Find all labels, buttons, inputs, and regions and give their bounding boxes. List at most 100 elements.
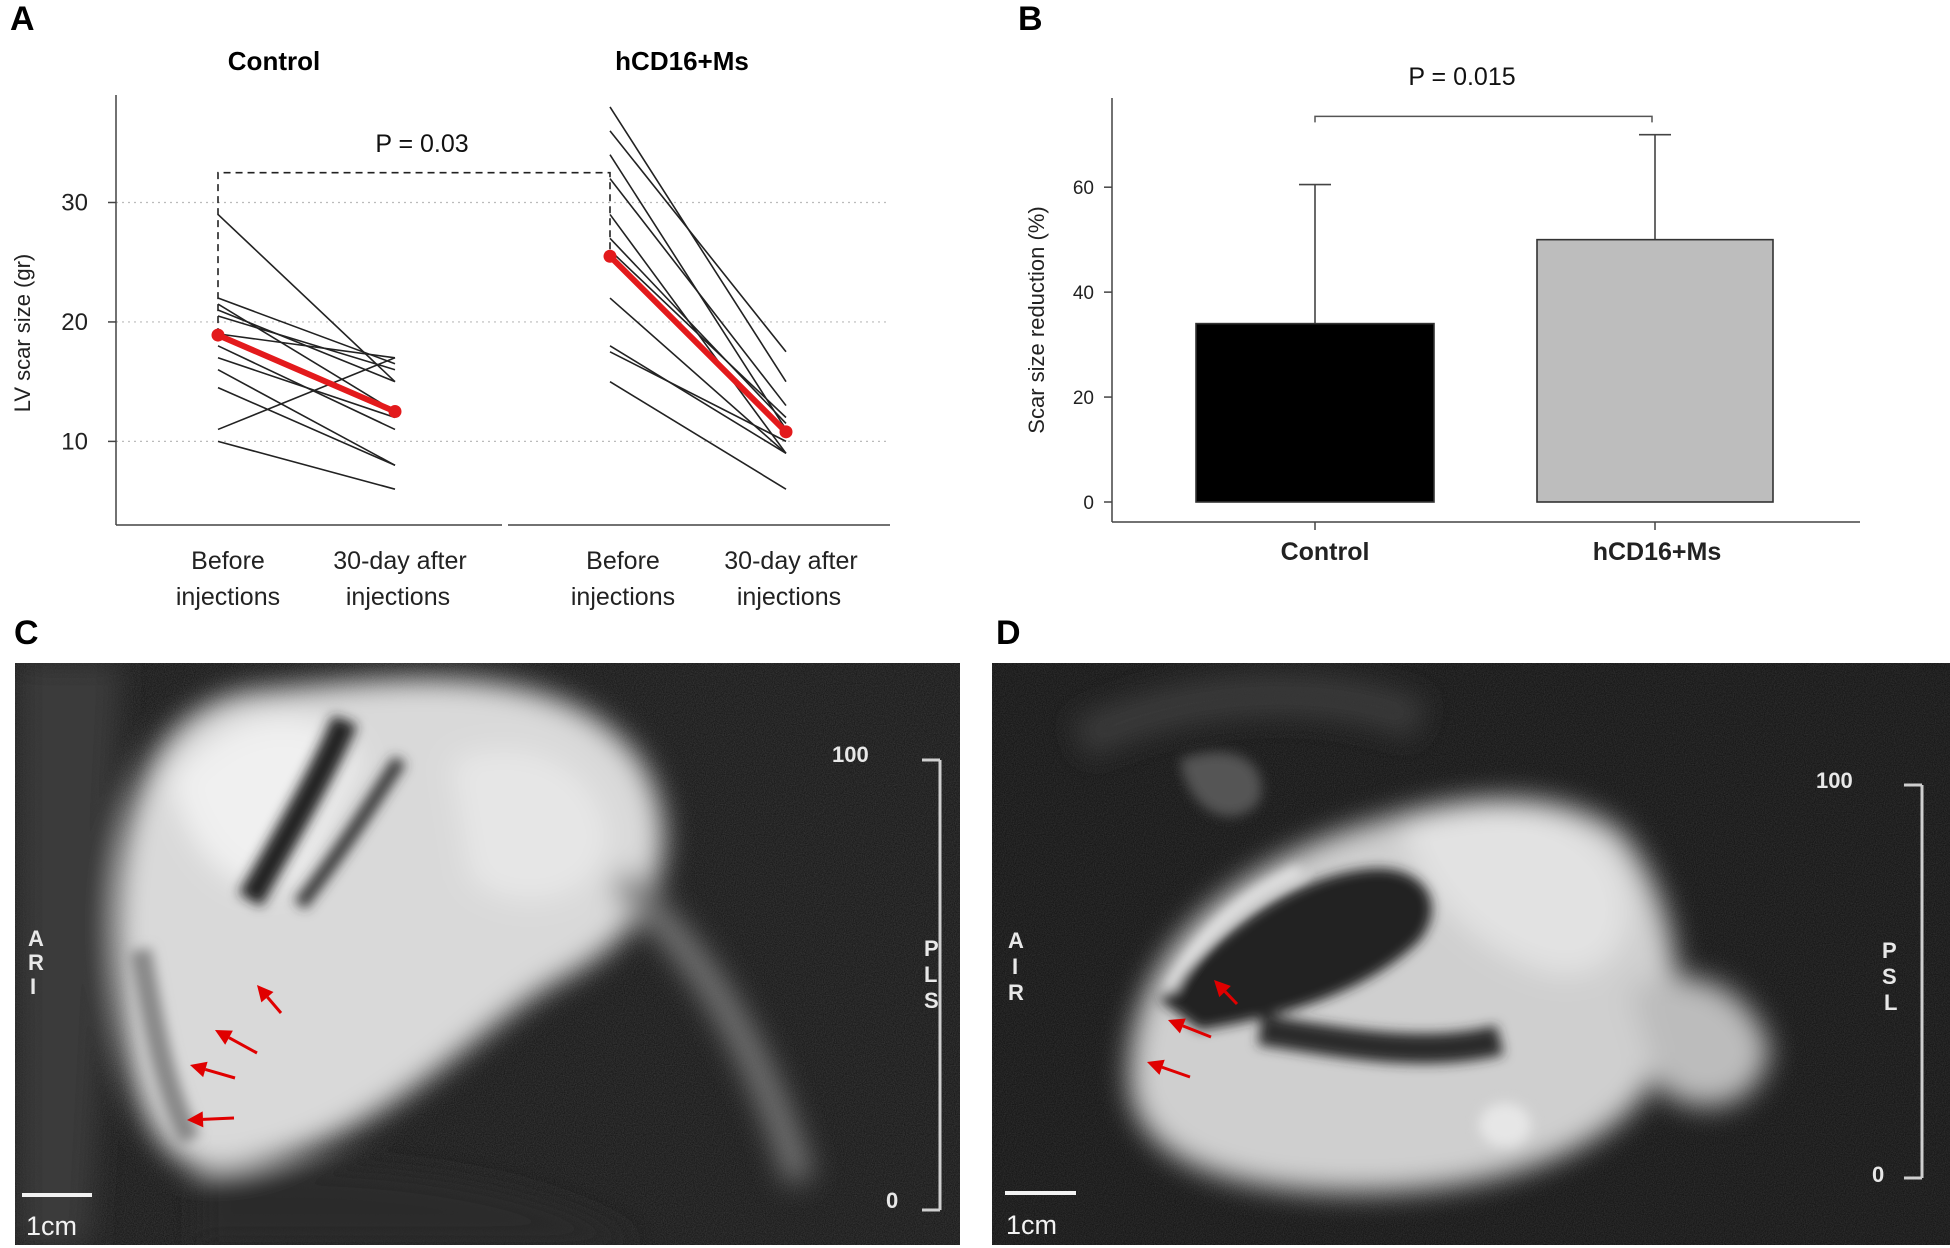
y-tick-label-20: 20	[61, 309, 88, 336]
chart-a-pvalue-bracket	[217, 171, 611, 336]
scale-max-c: 100	[832, 742, 869, 767]
y-tick-label-b-0: 0	[1083, 493, 1094, 514]
y-tick-label-b-60: 60	[1073, 178, 1094, 199]
arrow-d-shaft-1	[1223, 990, 1239, 1006]
chart-a-subject-lines	[217, 106, 787, 490]
mean-point-before-1	[211, 328, 225, 342]
orientation-left-c-3: I	[30, 974, 36, 999]
x-tick-control-before-line2: injections	[176, 583, 280, 611]
chart-b-category-control: Control	[1281, 538, 1370, 566]
arrow-c-3	[190, 1061, 236, 1080]
panel-a: A Control hCD16+Ms 10 20 30 LV scar size (…	[10, 0, 890, 611]
subject-line-2-11	[609, 380, 787, 490]
panel-b-letter: B	[1018, 0, 1043, 38]
x-tick-control-after-line2: injections	[346, 583, 450, 611]
bar-2	[1536, 238, 1774, 503]
subject-line-1-10	[217, 386, 396, 467]
y-tick-label-b-40: 40	[1073, 283, 1094, 304]
mri-image-c: 100 0 A R I P L S 1cm	[15, 663, 960, 1245]
chart-a-y-ticks: 10 20 30	[61, 190, 116, 455]
scale-bar-label-c: 1cm	[26, 1211, 77, 1241]
orientation-right-c-3: S	[924, 988, 939, 1013]
mri-image-d: 100 0 A I R P S L 1cm	[992, 663, 1950, 1245]
orientation-right-d-3: L	[1884, 990, 1897, 1015]
pvalue-bracket-line	[217, 171, 611, 336]
panel-d-letter: D	[996, 614, 1021, 652]
chart-a-y-axis-title: LV scar size (gr)	[10, 254, 35, 413]
arrow-d-head-2	[1168, 1018, 1186, 1034]
arrow-d-2	[1168, 1018, 1212, 1039]
subject-line-1-6	[217, 333, 396, 359]
y-tick-label-30: 30	[61, 190, 88, 217]
panel-b: B 0 20 40 60 Scar size reduction (%) Contro…	[1018, 0, 1860, 566]
scale-max-d: 100	[1816, 768, 1853, 793]
subject-line-2-8	[609, 297, 787, 454]
subject-line-1-11	[217, 357, 396, 431]
chart-b-bars	[1195, 133, 1774, 530]
y-tick-label-b-20: 20	[1073, 388, 1094, 409]
arrows-c	[187, 985, 283, 1128]
arrows-d	[1147, 980, 1239, 1079]
mean-line-1	[215, 332, 398, 415]
subject-line-1-5	[217, 315, 396, 371]
chart-a-mean-lines	[211, 249, 793, 439]
subject-line-2-7	[609, 249, 787, 419]
arrow-c-4	[187, 1111, 235, 1128]
arrow-c-shaft-3	[204, 1067, 236, 1080]
orientation-right-d-1: P	[1882, 938, 1897, 963]
arrow-c-shaft-4	[202, 1116, 235, 1121]
intensity-scale-c	[922, 758, 942, 1212]
subject-line-1-1	[217, 213, 396, 383]
orientation-left-c-2: R	[28, 950, 44, 975]
mean-point-after-2	[779, 425, 793, 439]
arrow-c-1	[257, 985, 283, 1014]
arrow-d-head-3	[1147, 1059, 1165, 1075]
orientation-left-d-2: I	[1012, 954, 1018, 979]
panel-c-letter: C	[14, 614, 39, 652]
x-tick-hcd16-before-line2: injections	[571, 583, 675, 611]
arrow-d-shaft-3	[1161, 1065, 1191, 1079]
chart-b-y-ticks: 0 20 40 60	[1073, 178, 1112, 514]
chart-b-y-axis-title: Scar size reduction (%)	[1024, 206, 1049, 433]
orientation-right-c-1: P	[924, 936, 939, 961]
chart-b-pvalue: P = 0.015	[1408, 63, 1515, 91]
panel-d: D 100 0	[992, 614, 1950, 1245]
subject-line-2-10	[609, 351, 787, 443]
chart-b-pvalue-bracket	[1314, 115, 1653, 123]
subject-line-1-8	[217, 357, 396, 419]
arrow-c-shaft-1	[266, 996, 283, 1014]
group-title-control: Control	[228, 46, 320, 76]
chart-a-pvalue: P = 0.03	[375, 130, 468, 158]
subject-line-2-6	[609, 237, 787, 425]
chart-b-category-hcd16: hCD16+Ms	[1593, 538, 1722, 566]
arrow-d-head-1	[1214, 980, 1231, 998]
arrow-c-2	[215, 1030, 258, 1055]
mean-point-before-2	[603, 249, 617, 263]
x-tick-hcd16-after-line2: injections	[737, 583, 841, 611]
subject-line-2-9	[609, 345, 787, 455]
panel-a-letter: A	[10, 0, 35, 38]
pvalue-bracket-b	[1314, 115, 1653, 123]
arrow-c-head-3	[190, 1061, 208, 1078]
subject-line-1-2	[217, 297, 396, 365]
orientation-left-d-3: R	[1008, 980, 1024, 1005]
arrow-d-1	[1214, 980, 1239, 1006]
scale-min-c: 0	[886, 1188, 898, 1213]
x-tick-hcd16-before-line1: Before	[586, 547, 660, 575]
orientation-right-c-2: L	[924, 962, 937, 987]
bar-1	[1195, 322, 1435, 503]
arrow-c-head-2	[215, 1030, 233, 1045]
mean-point-after-1	[388, 405, 402, 419]
orientation-right-d-2: S	[1882, 964, 1897, 989]
x-tick-hcd16-after-line1: 30-day after	[724, 547, 857, 575]
y-tick-label-10: 10	[61, 428, 88, 455]
arrow-d-shaft-2	[1182, 1024, 1212, 1039]
orientation-left-c-1: A	[28, 926, 44, 951]
arrow-c-head-4	[187, 1111, 204, 1128]
intensity-scale-d	[1904, 783, 1924, 1180]
subject-line-2-1	[609, 106, 787, 383]
subject-line-1-9	[217, 369, 396, 466]
group-title-hcd16: hCD16+Ms	[615, 46, 749, 76]
subject-line-1-12	[217, 440, 396, 490]
